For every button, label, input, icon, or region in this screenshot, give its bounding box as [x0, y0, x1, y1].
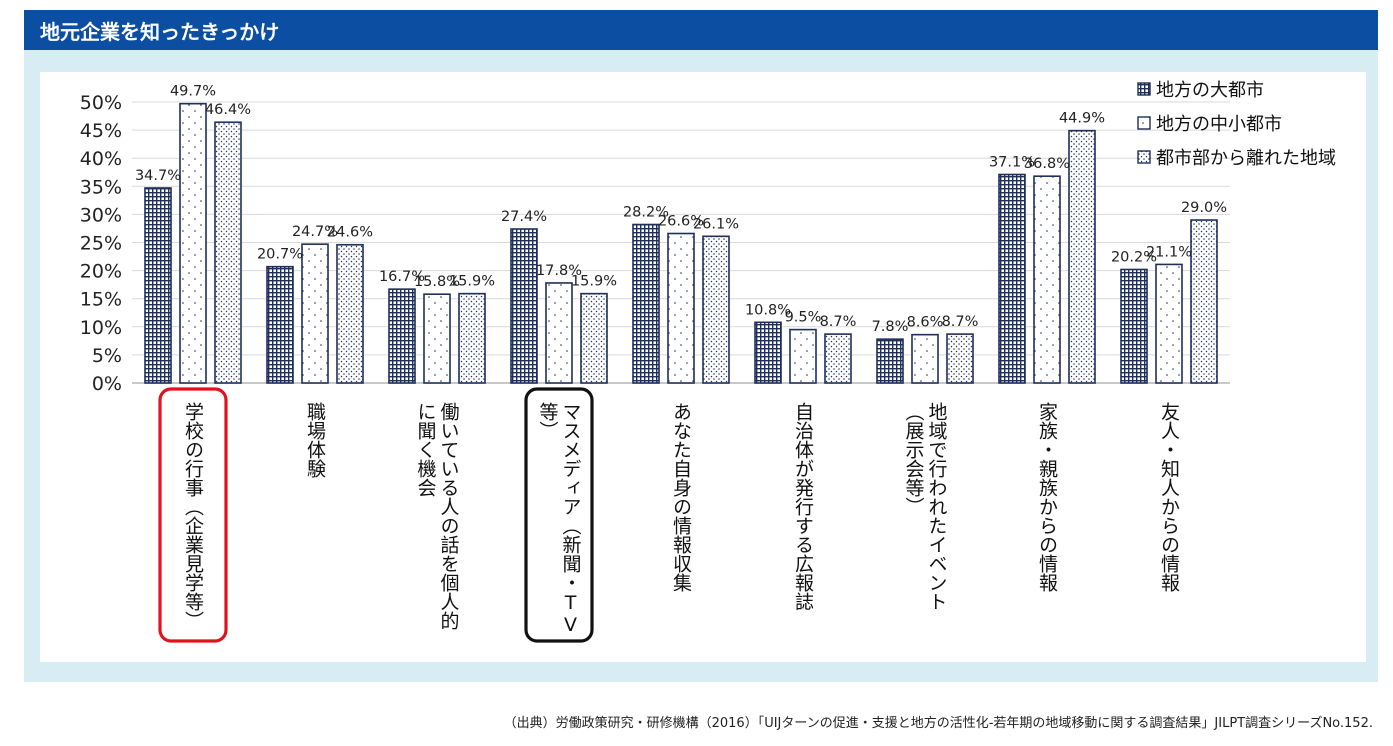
data-label: 17.8% — [536, 263, 582, 279]
data-label: 44.9% — [1059, 111, 1105, 127]
y-tick-label: 50% — [80, 92, 122, 114]
legend-swatch-sparse — [1137, 116, 1151, 130]
legend-swatch-grid — [1137, 82, 1151, 96]
source-citation: （出典）労働政策研究・研修機構（2016）「UIJターンの促進・支援と地方の活性… — [503, 716, 1373, 731]
bar-sparse — [911, 333, 939, 384]
data-label: 8.6% — [907, 315, 944, 331]
y-tick-label: 25% — [80, 233, 122, 255]
y-tick-label: 35% — [80, 176, 122, 198]
data-label: 9.5% — [785, 310, 822, 326]
data-label: 10.8% — [745, 302, 791, 318]
bar-grid — [754, 321, 782, 384]
page-header: 地元企業を知ったきっかけ — [24, 10, 1378, 50]
bar-dots — [1068, 129, 1096, 384]
data-label: 49.7% — [170, 84, 216, 100]
bar-grid — [266, 265, 294, 384]
y-tick-label: 40% — [80, 148, 122, 170]
bar-sparse — [667, 232, 695, 384]
y-tick-label: 0% — [92, 373, 122, 395]
legend-swatch-dots — [1137, 150, 1151, 164]
bar-sparse — [545, 282, 573, 384]
y-tick-label: 20% — [80, 261, 122, 283]
page-title: 地元企業を知ったきっかけ — [40, 19, 280, 44]
category-label: 自治体が発行する広報誌 — [792, 402, 814, 611]
bar-grid — [388, 288, 416, 384]
y-tick-label: 5% — [92, 345, 122, 367]
category-label: 職場体験 — [304, 402, 326, 479]
data-label: 46.4% — [205, 102, 251, 118]
y-tick-label: 30% — [80, 204, 122, 226]
bar-grid — [632, 223, 660, 384]
legend-entry: 地方の中小都市 — [1156, 114, 1282, 135]
bar-dots — [1190, 219, 1218, 384]
category-label: 等） — [537, 402, 559, 440]
data-label: 8.7% — [820, 314, 857, 330]
legend-entry: 地方の大都市 — [1156, 80, 1264, 101]
bar-dots — [336, 243, 364, 384]
category-label: に聞く機会 — [415, 402, 437, 497]
y-tick-label: 15% — [80, 289, 122, 311]
data-label: 24.6% — [327, 225, 373, 241]
category-highlight-black — [524, 387, 594, 643]
bar-grid — [510, 228, 538, 384]
category-label: マスメディア（新聞・TV — [560, 402, 582, 636]
bar-sparse — [1155, 263, 1183, 384]
bar-grid — [144, 187, 172, 384]
category-label: あなた自身の情報収集 — [670, 402, 692, 592]
bar-sparse — [301, 243, 329, 384]
y-tick-label: 10% — [80, 317, 122, 339]
bar-chart: 0% 5% 10% 15% 20% 25% 30% 35% 40% 45% 50% 34.7% 49.… — [80, 80, 1336, 643]
category-label: 地域で行われたイベント — [926, 402, 948, 611]
category-label: （展示会等） — [903, 402, 925, 516]
category-highlight-red — [158, 387, 228, 643]
data-label: 7.8% — [872, 319, 909, 335]
bar-dots — [824, 333, 852, 384]
bar-sparse — [423, 293, 451, 384]
y-tick-label: 45% — [80, 120, 122, 142]
bar-dots — [702, 235, 730, 384]
data-label: 15.8% — [414, 274, 460, 290]
bar-grid — [1120, 268, 1148, 384]
data-label: 20.7% — [257, 247, 303, 263]
data-label: 34.7% — [135, 168, 181, 184]
bar-dots — [458, 292, 486, 384]
data-label: 21.1% — [1146, 244, 1192, 260]
data-label: 15.9% — [449, 274, 495, 290]
legend-entry: 都市部から離れた地域 — [1156, 148, 1336, 169]
category-label: 学校の行事（企業見学等） — [182, 402, 204, 630]
category-label: 家族・親族からの情報 — [1036, 402, 1058, 593]
bar-sparse — [789, 328, 817, 384]
data-label: 26.6% — [658, 214, 704, 230]
category-label: 友人・知人からの情報 — [1158, 402, 1180, 593]
bar-grid — [998, 173, 1026, 384]
data-label: 26.1% — [693, 216, 739, 232]
data-label: 16.7% — [379, 269, 425, 285]
bar-sparse — [1033, 175, 1061, 384]
data-label: 29.0% — [1181, 200, 1227, 216]
data-label: 27.4% — [501, 209, 547, 225]
data-label: 28.2% — [623, 205, 669, 221]
data-label: 36.8% — [1024, 156, 1070, 172]
category-label: 働いている人の話を個人的 — [438, 402, 460, 630]
data-label: 15.9% — [571, 274, 617, 290]
bar-dots — [214, 121, 242, 384]
data-label: 24.7% — [292, 224, 338, 240]
bar-grid — [876, 338, 904, 384]
data-label: 20.2% — [1111, 249, 1157, 265]
bar-dots — [580, 292, 608, 384]
data-label: 37.1% — [989, 154, 1035, 170]
data-label: 8.7% — [942, 314, 979, 330]
bar-sparse — [179, 102, 207, 384]
bar-dots — [946, 333, 974, 384]
